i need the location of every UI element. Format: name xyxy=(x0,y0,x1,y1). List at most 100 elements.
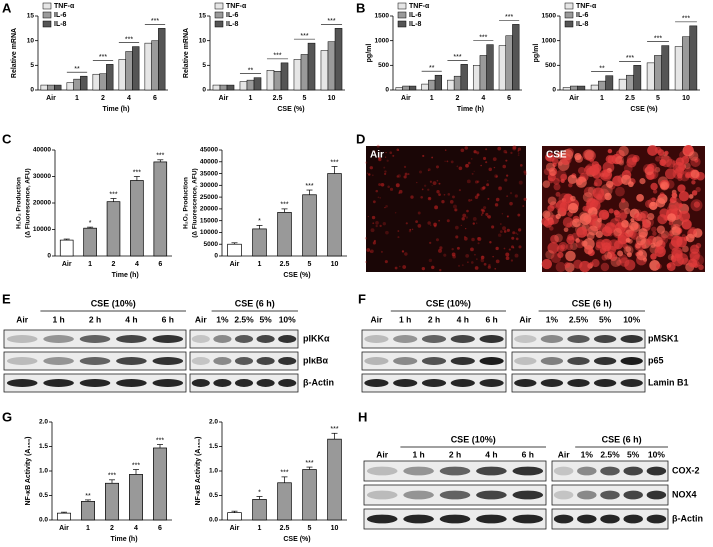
bar xyxy=(327,438,342,521)
cell-spot xyxy=(592,187,605,199)
significance: ** xyxy=(599,66,605,73)
cell-spot xyxy=(565,250,576,262)
bar xyxy=(252,499,267,521)
cell-spot xyxy=(590,214,598,222)
cell-spot xyxy=(421,266,425,271)
significance: *** xyxy=(300,33,308,40)
blot-row-label: p65 xyxy=(648,355,664,365)
cell-spot xyxy=(367,215,369,218)
cell-spot xyxy=(688,258,698,268)
cell-spot xyxy=(455,235,459,239)
x-tick-label: Air xyxy=(46,95,56,102)
cell-spot xyxy=(625,246,632,253)
blot-band xyxy=(540,357,564,365)
bar xyxy=(453,75,462,91)
cell-spot xyxy=(494,203,499,207)
cell-spot xyxy=(678,210,691,222)
cell-spot xyxy=(654,166,661,173)
y-tick-label: 30000 xyxy=(200,182,218,189)
cell-spot xyxy=(446,219,450,223)
cell-spot xyxy=(606,180,614,188)
cell-spot xyxy=(575,176,587,188)
bar xyxy=(81,501,95,521)
blot-row-label: COX-2 xyxy=(672,465,700,475)
cell-spot xyxy=(451,247,454,251)
cell-spot xyxy=(408,229,412,233)
significance: ** xyxy=(248,68,254,75)
blot-band xyxy=(553,514,574,524)
cell-spot xyxy=(555,261,566,273)
blot-band xyxy=(593,379,617,387)
cell-spot xyxy=(372,200,376,204)
bar xyxy=(320,50,329,91)
cell-spot xyxy=(458,264,461,267)
y-tick-label: 5 xyxy=(202,62,206,69)
cell-spot xyxy=(607,148,613,154)
cell-spot xyxy=(671,192,678,198)
cell-spot xyxy=(575,238,580,243)
y-tick-label: 0.5 xyxy=(209,492,218,499)
cell-spot xyxy=(689,227,697,235)
cell-spot xyxy=(511,236,515,240)
cell-spot xyxy=(550,234,559,244)
cell-spot xyxy=(397,149,400,151)
blot-row-label: β-Actin xyxy=(303,377,334,387)
cell-spot xyxy=(638,213,647,222)
cell-spot xyxy=(407,173,410,175)
blot-band xyxy=(79,335,111,343)
blot-band xyxy=(234,335,254,343)
significance: * xyxy=(258,489,261,496)
cell-spot xyxy=(505,159,508,162)
cell-spot xyxy=(685,233,695,243)
x-tick-label: 6 xyxy=(158,525,162,532)
cell-spot xyxy=(435,165,439,169)
cell-spot xyxy=(659,192,665,198)
cell-spot xyxy=(520,164,523,167)
cell-spot xyxy=(503,230,507,233)
blot-band xyxy=(567,379,590,387)
significance: *** xyxy=(505,14,513,21)
cell-spot xyxy=(573,259,583,269)
cell-spot xyxy=(435,238,439,242)
cell-spot xyxy=(595,241,604,249)
bar xyxy=(47,84,55,91)
significance: ** xyxy=(85,493,91,500)
y-tick-label: 0 xyxy=(385,87,389,94)
cell-spot xyxy=(542,210,551,219)
cell-spot xyxy=(461,217,465,221)
cell-spot xyxy=(384,207,386,209)
blot-band xyxy=(366,466,398,476)
cell-spot xyxy=(474,195,479,199)
cell-spot xyxy=(545,250,555,260)
cell-spot xyxy=(472,222,475,225)
cell-spot xyxy=(467,161,471,165)
cell-spot xyxy=(432,181,437,186)
cell-spot xyxy=(494,267,497,270)
cell-spot xyxy=(492,255,494,258)
cell-spot xyxy=(659,159,667,167)
cell-spot xyxy=(480,213,483,216)
cell-spot xyxy=(372,222,375,225)
x-tick-label: 4 xyxy=(127,95,131,102)
legend-label: IL-6 xyxy=(54,12,67,19)
cell-spot xyxy=(491,225,495,229)
significance: * xyxy=(89,220,92,227)
cell-spot xyxy=(608,208,614,214)
significance: *** xyxy=(305,460,313,467)
x-tick-label: 10 xyxy=(331,261,339,268)
lane-label: Air xyxy=(519,314,532,324)
legend-label: IL-6 xyxy=(226,12,239,19)
cell-spot xyxy=(476,193,480,197)
cell-spot xyxy=(378,183,382,187)
significance: *** xyxy=(626,55,634,62)
bar xyxy=(626,74,634,91)
blot-band xyxy=(366,514,398,524)
y-axis-label: H₂O₂ Production xyxy=(16,177,23,229)
blot-band xyxy=(234,379,254,387)
cell-spot xyxy=(431,185,433,187)
cell-spot xyxy=(470,261,474,264)
bar xyxy=(106,64,114,91)
bar xyxy=(327,173,342,257)
lane-label: Air xyxy=(195,314,208,324)
blot-band xyxy=(476,490,507,500)
